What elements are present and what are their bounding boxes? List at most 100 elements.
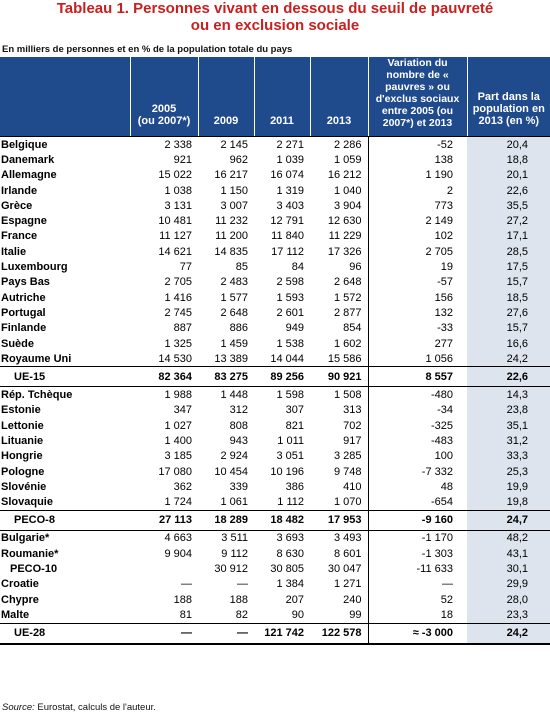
cell-2013: 917 <box>310 433 369 449</box>
cell-part: 30,1 <box>467 561 550 577</box>
cell-2005: 2 745 <box>164 306 192 319</box>
cell-2013: 1 070 <box>310 494 369 511</box>
cell-2009: 188 <box>229 593 248 606</box>
header-2005: 2005 (ou 2007*) <box>130 57 199 137</box>
cell-2011: 949 <box>285 322 304 335</box>
cell-2013: 3 493 <box>310 530 369 547</box>
table-total-row: UE-15 82 364 83 275 89 256 90 921 8 557 22,6 <box>0 366 550 388</box>
cell-2009: 85 <box>235 261 248 274</box>
cell-2005: 10 481 <box>158 215 192 228</box>
cell-country: Slovénie <box>1 480 47 493</box>
cell-2009: 2 648 <box>220 306 248 319</box>
cell-2013: 99 <box>310 607 369 624</box>
cell-part: 17,5 <box>467 259 550 275</box>
cell-2013: 410 <box>310 479 369 495</box>
cell-variation: -52 <box>437 138 453 151</box>
cell-2005: 81 <box>179 608 192 621</box>
cell-2009: 808 <box>229 419 248 432</box>
cell-2009: 1 150 <box>220 184 248 197</box>
cell-2011: 121 742 <box>254 622 310 645</box>
cell-part: 28,5 <box>467 244 550 260</box>
cell-country: Bulgarie* <box>1 532 50 545</box>
cell-2013: 2 286 <box>310 136 369 153</box>
cell-2013: 2 877 <box>310 305 369 321</box>
cell-2005: 17 080 <box>158 465 192 478</box>
table-row: Roumanie* 9 904 9 112 8 630 8 601 -1 303 43,1 <box>0 546 550 562</box>
cell-2011: 1 538 <box>276 337 304 350</box>
cell-2013: 17 953 <box>310 509 369 531</box>
cell-2011: 8 630 <box>276 547 304 560</box>
cell-part: 23,8 <box>467 402 550 419</box>
table-title: Tableau 1. Personnes vivant en dessous d… <box>0 0 550 34</box>
cell-part: 43,1 <box>467 546 550 562</box>
cell-2009: 13 389 <box>214 352 248 365</box>
cell-part: 27,6 <box>467 305 550 321</box>
cell-2013: 3 285 <box>310 448 369 464</box>
table-row: Malte 81 82 90 99 18 23,3 <box>0 607 550 624</box>
cell-2011: 2 601 <box>276 306 304 319</box>
cell-2011: 2 271 <box>276 138 304 151</box>
table-total-row: PECO-8 27 113 18 289 18 482 17 953 -9 160 24,7 <box>0 509 550 531</box>
cell-2013: 11 229 <box>310 228 369 245</box>
cell-2009: 962 <box>229 153 248 166</box>
cell-variation: 156 <box>434 291 453 304</box>
cell-2009: 1 577 <box>220 291 248 304</box>
table-row: Italie 14 621 14 835 17 112 17 326 2 705 28,5 <box>0 244 550 260</box>
cell-2011: 3 051 <box>276 450 304 463</box>
table-row: Luxembourg 77 85 84 96 19 17,5 <box>0 259 550 275</box>
cell-2013: 9 748 <box>310 463 369 480</box>
cell-2009: 312 <box>229 404 248 417</box>
cell-part: 24,7 <box>467 509 550 531</box>
cell-2005: 362 <box>173 480 192 493</box>
cell-part: 31,2 <box>467 433 550 449</box>
cell-2011: 17 112 <box>271 245 304 258</box>
header-country <box>0 57 131 137</box>
header-row: 2005 (ou 2007*) 2009 2011 2013 Variation… <box>0 57 550 137</box>
cell-2013: 12 630 <box>310 213 369 229</box>
table-row: Allemagne 15 022 16 217 16 074 16 212 1 190 20… <box>0 167 550 183</box>
cell-variation: 2 705 <box>425 245 453 258</box>
cell-country: UE-28 <box>0 622 130 645</box>
cell-2005: — <box>130 622 198 645</box>
cell-2011: 1 319 <box>276 184 304 197</box>
cell-part: 22,6 <box>467 366 550 388</box>
cell-2013: 1 271 <box>310 576 369 593</box>
cell-2013: 313 <box>310 402 369 419</box>
table-row: Suède 1 325 1 459 1 538 1 602 277 16,6 <box>0 335 550 352</box>
cell-part: 29,9 <box>467 576 550 593</box>
cell-variation: -34 <box>437 404 453 417</box>
cell-variation: 2 149 <box>425 215 453 228</box>
cell-variation: 102 <box>434 230 453 243</box>
cell-2013: 16 212 <box>310 167 369 183</box>
cell-part: 24,2 <box>467 622 550 645</box>
table-row: Bulgarie* 4 663 3 511 3 693 3 493 -1 170 48,2 <box>0 530 550 547</box>
cell-country: Pologne <box>1 465 45 478</box>
cell-2013: 17 326 <box>310 244 369 260</box>
cell-2013: 3 904 <box>310 198 369 214</box>
cell-2009: 2 145 <box>220 138 248 151</box>
cell-2011: 2 598 <box>276 276 304 289</box>
cell-variation: -1 303 <box>421 547 453 560</box>
cell-2011: 18 482 <box>254 509 310 531</box>
table-body: Belgique 2 338 2 145 2 271 2 286 -52 20,4 Danem… <box>0 136 550 645</box>
cell-country: Grèce <box>1 199 33 212</box>
cell-2009: 16 217 <box>214 169 248 182</box>
cell-2005: 15 022 <box>158 169 192 182</box>
cell-variation: 52 <box>440 593 453 606</box>
cell-part: 18,8 <box>467 152 550 168</box>
cell-variation: -325 <box>430 419 453 432</box>
cell-2005: 82 364 <box>130 366 198 388</box>
cell-country: Luxembourg <box>1 261 68 274</box>
cell-part: 33,3 <box>467 448 550 464</box>
cell-2009: 1 448 <box>220 389 248 402</box>
cell-2009: 2 924 <box>220 450 248 463</box>
cell-country: Allemagne <box>1 169 57 182</box>
table-row: Finlande 887 886 949 854 -33 15,7 <box>0 320 550 336</box>
cell-2011: 90 <box>291 608 304 621</box>
cell-country: Danemark <box>1 153 55 166</box>
cell-2011: 1 598 <box>276 389 304 402</box>
cell-variation: ≈ -3 000 <box>368 622 467 645</box>
cell-country: Irlande <box>1 184 38 197</box>
cell-2011: 207 <box>285 593 304 606</box>
cell-variation: -57 <box>437 276 453 289</box>
